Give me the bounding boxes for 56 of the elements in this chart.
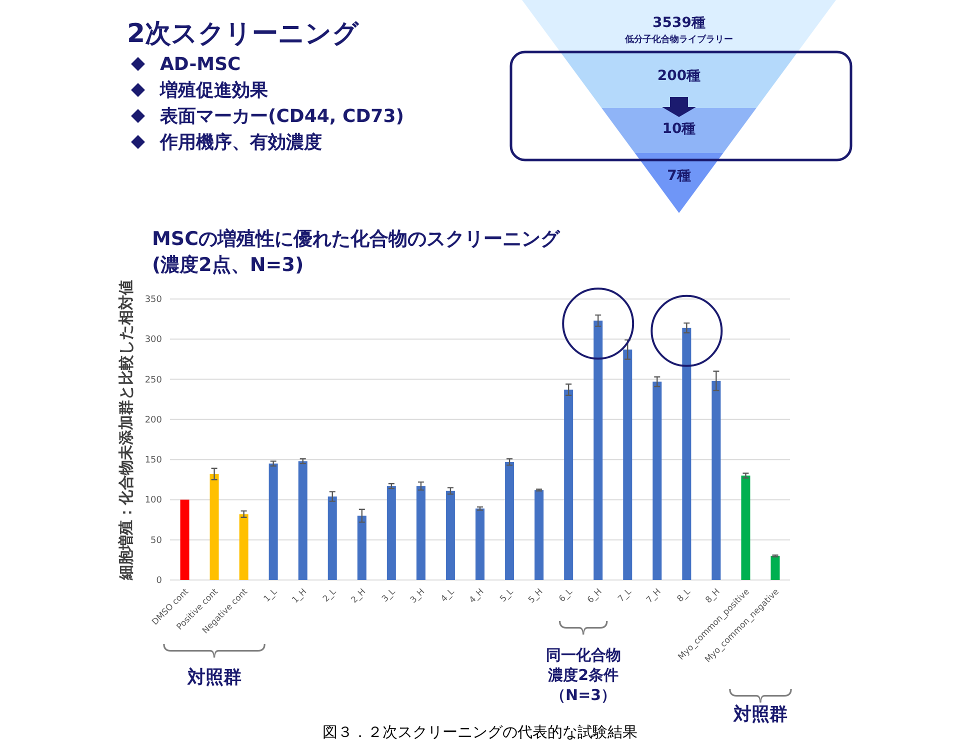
bar (298, 461, 308, 580)
text: 2次スクリーニング (127, 19, 360, 49)
bar (180, 500, 190, 580)
bar (505, 462, 514, 580)
y-tick-label: 250 (144, 375, 162, 386)
text: 対照群 (186, 667, 242, 688)
data-label: 3539種 (652, 15, 706, 31)
x-tick-label: 3_L (380, 586, 398, 604)
bar (652, 382, 662, 580)
x-tick-label: 4_L (439, 586, 457, 604)
y-tick-label: 300 (144, 335, 162, 346)
text: 作用機序、有効濃度 (159, 132, 322, 153)
y-tick-label: 50 (150, 536, 162, 546)
category-label: 低分子化合物ライブラリー (624, 34, 733, 45)
bar (239, 514, 248, 580)
y-tick-label: 150 (144, 456, 162, 466)
text: （N=3） (550, 686, 616, 704)
bar (564, 390, 574, 580)
bar (357, 516, 366, 580)
bar (712, 380, 721, 580)
bar (741, 476, 750, 580)
bar (682, 328, 692, 580)
bar (623, 350, 632, 580)
x-tick-label: 6_H (586, 587, 604, 606)
text: 同一化合物 (546, 646, 621, 664)
y-tick-label: 200 (144, 415, 162, 426)
bar (268, 464, 278, 580)
y-tick-label: 0 (156, 576, 162, 586)
x-tick-label: 2_L (321, 586, 339, 604)
text: 増殖促進効果 (159, 79, 269, 101)
y-tick-label: 100 (144, 496, 162, 506)
bar (210, 474, 219, 580)
bar (446, 490, 455, 580)
x-tick-label: 7_L (616, 586, 634, 604)
x-tick-label: 4_H (468, 587, 486, 606)
chart-title: MSCの増殖性に優れた化合物のスクリーニング (濃度2点、N=3) (152, 228, 561, 276)
x-tick-label: 6_L (557, 586, 575, 604)
y-axis-title: 細胞増殖：化合物未添加群と比較した相対値 (117, 280, 135, 581)
bar (594, 320, 603, 580)
bar (476, 508, 484, 580)
bar (416, 486, 426, 580)
y-tick-label: 350 (144, 295, 162, 305)
text: AD-MSC (160, 54, 241, 75)
x-tick-label: 1_L (262, 586, 280, 604)
bar (770, 556, 780, 580)
data-label: 7種 (667, 168, 691, 184)
caption: 図３．２次スクリーニングの代表的な試験結果 (322, 723, 638, 741)
text: 対照群 (732, 704, 788, 725)
data-label: 200種 (657, 68, 701, 84)
data-label: 10種 (662, 121, 696, 137)
text: 濃度2条件 (547, 666, 619, 684)
bar (328, 496, 337, 580)
bar (386, 486, 396, 580)
text: 表面マーカー(CD44, CD73) (159, 106, 404, 127)
bar (534, 490, 544, 580)
x-tick-label: 5_L (498, 586, 516, 604)
